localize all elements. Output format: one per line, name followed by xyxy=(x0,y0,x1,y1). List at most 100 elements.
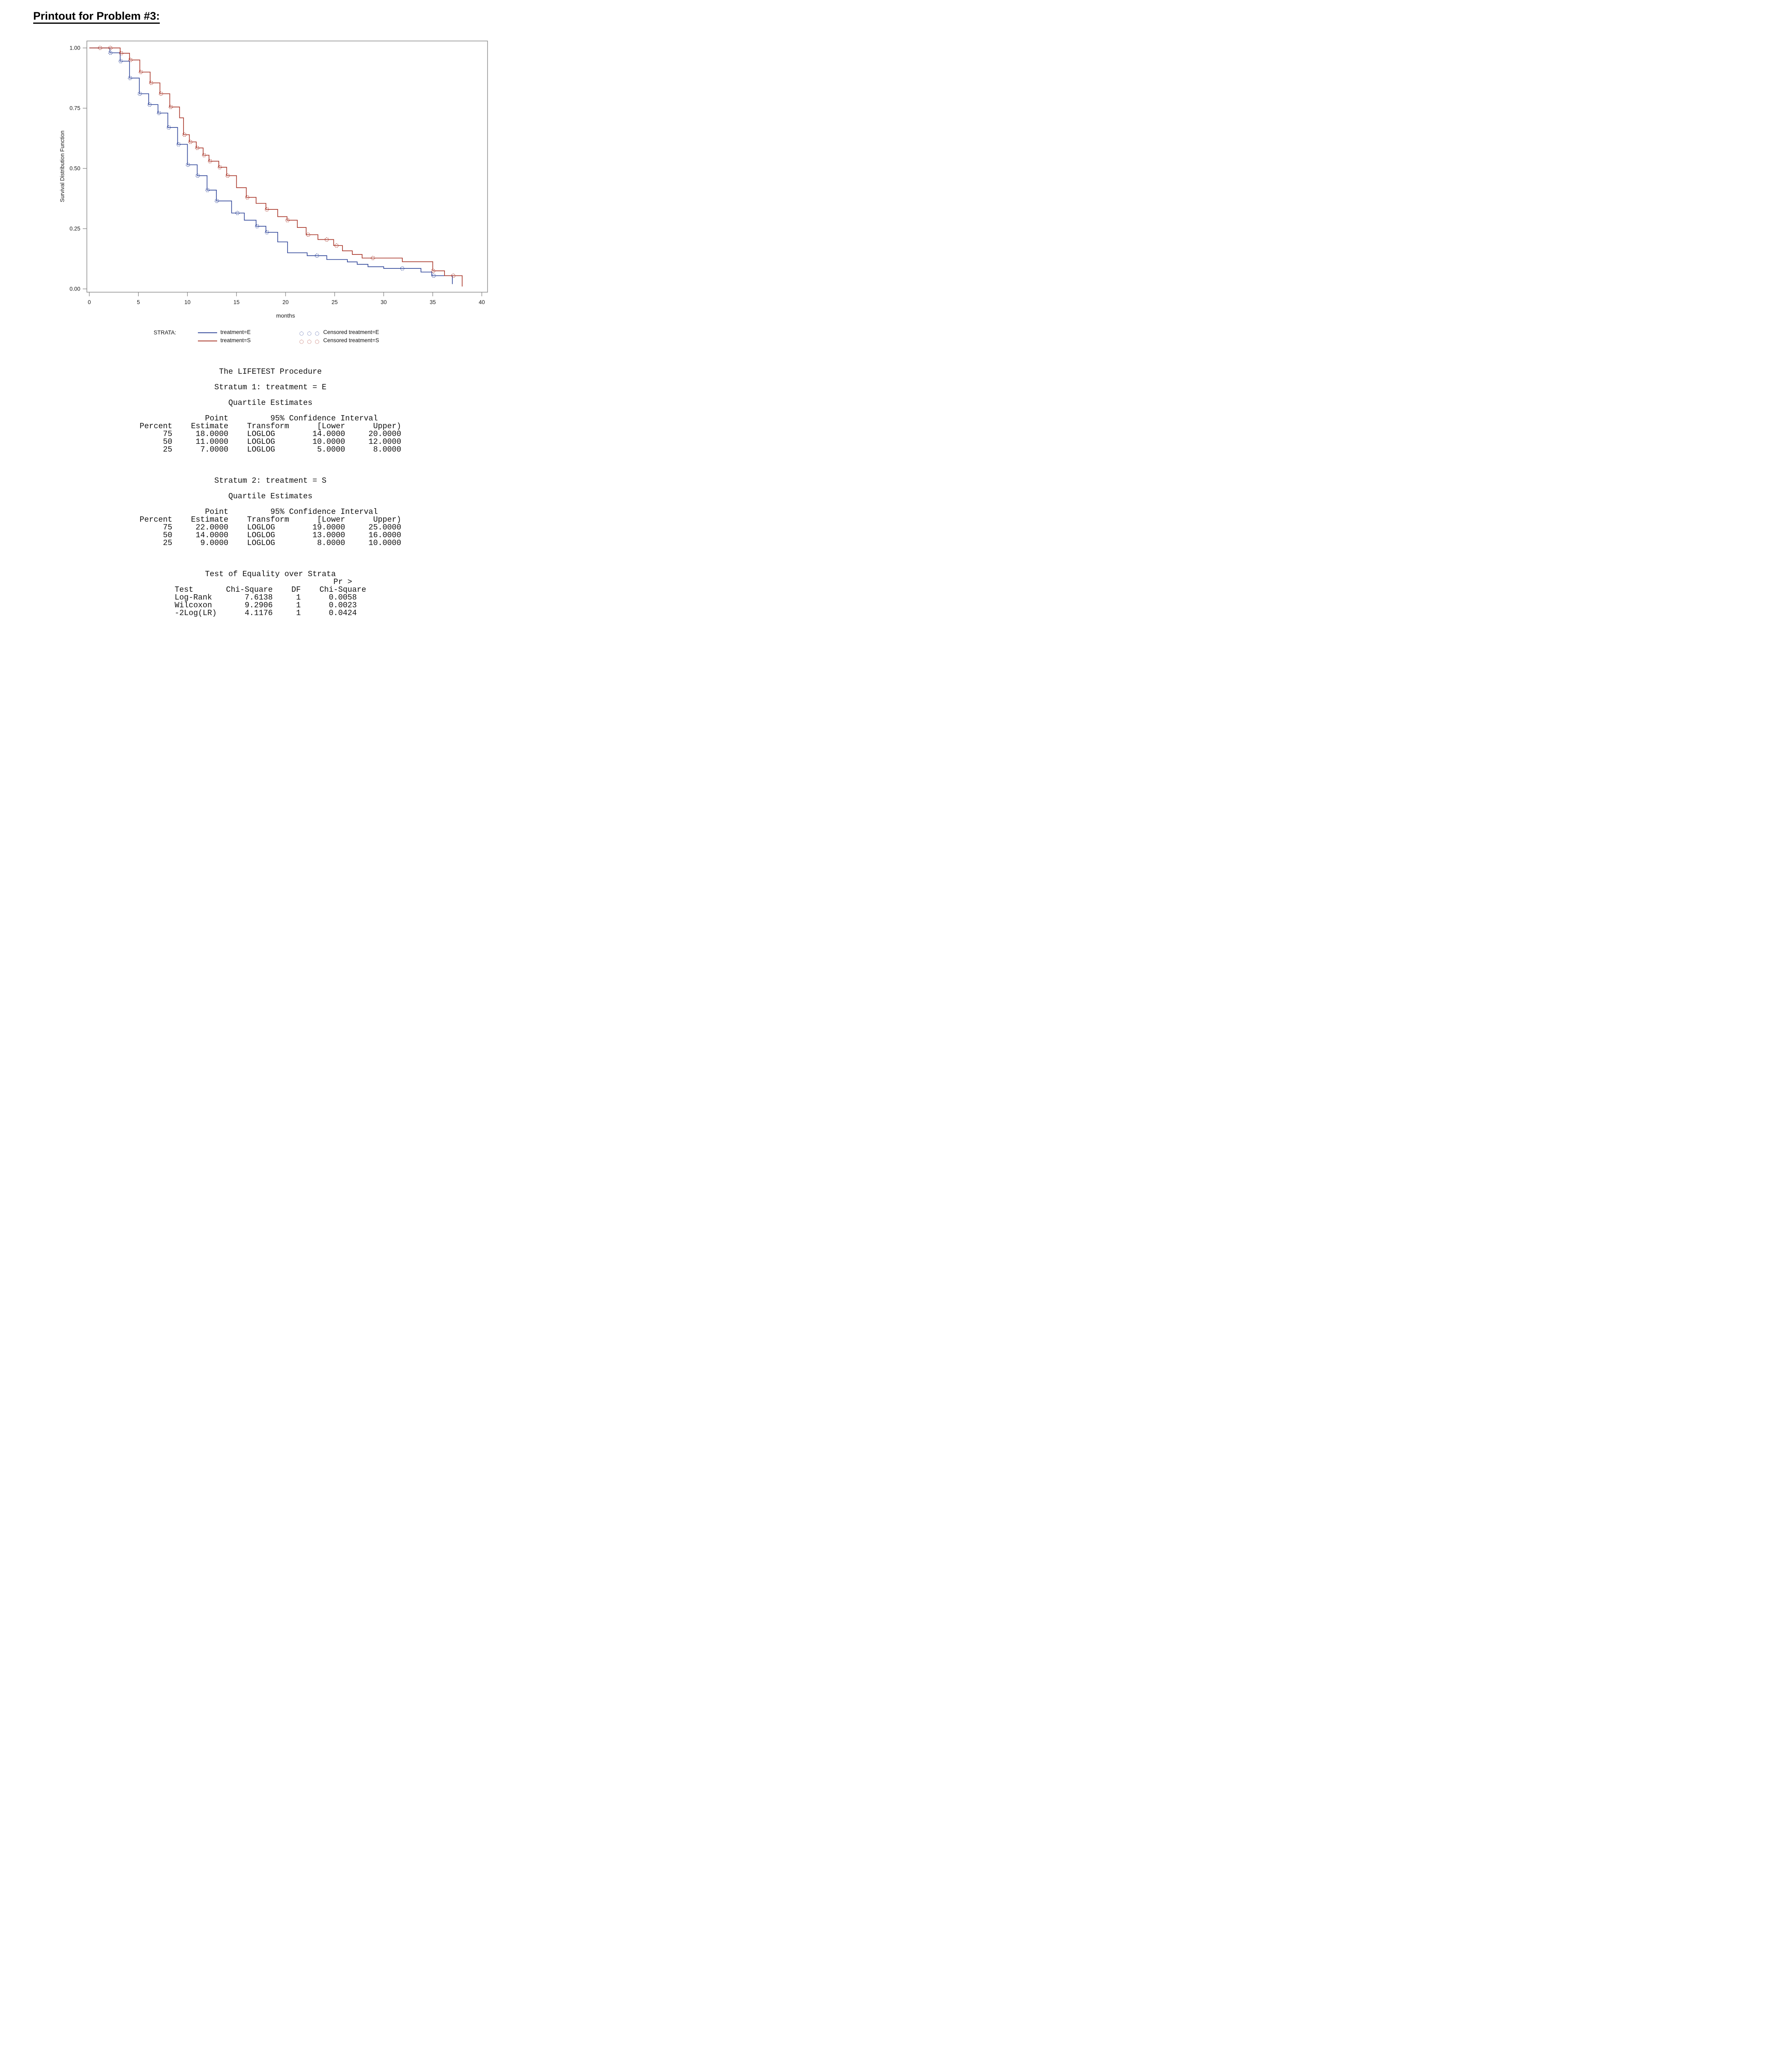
listing-title: Quartile Estimates xyxy=(0,493,541,500)
listing-table: Pr > Test Chi-Square DF Chi-Square Log-Ran… xyxy=(175,578,366,617)
censor-marker-E xyxy=(255,224,259,229)
page: Printout for Problem #3: 0 5 10 15 20 25 30 35 4… xyxy=(0,0,541,643)
lifetest-listing: The LIFETEST Procedure Stratum 1: treatme… xyxy=(0,368,541,617)
listing-table: Point 95% Confidence Interval Percent Est… xyxy=(140,415,401,454)
legend-label-censored-E: Censored treatment=E xyxy=(323,329,379,335)
listing-table-row: 75 22.0000 LOGLOG 19.0000 25.0000 xyxy=(139,523,401,532)
censor-marker-E xyxy=(235,211,240,215)
censor-marker-S xyxy=(306,232,311,237)
censor-marker-E xyxy=(315,253,319,258)
listing-title: Stratum 2: treatment = S xyxy=(0,477,541,485)
censor-marker-E xyxy=(128,76,132,80)
listing-title: Stratum 1: treatment = E xyxy=(0,384,541,391)
listing-title-line: The LIFETEST Procedure xyxy=(219,367,322,376)
listing-table-row: Percent Estimate Transform [Lower Upper) xyxy=(139,422,401,431)
censor-marker-S xyxy=(159,91,163,96)
censor-marker-S xyxy=(195,145,200,150)
listing-gap xyxy=(0,547,541,570)
legend-strata-label: STRATA: xyxy=(154,329,177,336)
censor-marker-S xyxy=(451,273,456,278)
listing-title: Test of Equality over Strata xyxy=(0,570,541,578)
listing-table-row: Test Chi-Square DF Chi-Square xyxy=(175,585,366,594)
censor-marker-S xyxy=(128,58,133,62)
censor-marker-S xyxy=(431,268,436,273)
censor-marker-E xyxy=(176,142,181,147)
censor-marker-S xyxy=(168,105,173,109)
x-tick-label: 20 xyxy=(282,299,288,305)
y-tick-label: 0.75 xyxy=(70,105,80,111)
censor-marker-S xyxy=(334,243,339,248)
censor-marker-E xyxy=(195,173,200,178)
listing-title-line: Quartile Estimates xyxy=(228,398,313,407)
censor-marker-S xyxy=(138,70,143,74)
censor-marker-S xyxy=(202,153,206,157)
listing-table-row: 50 14.0000 LOGLOG 13.0000 16.0000 xyxy=(139,531,401,540)
censor-marker-S xyxy=(218,165,222,170)
censor-marker-S xyxy=(149,81,154,85)
censor-marker-E xyxy=(431,273,436,278)
listing-table-row: Wilcoxon 9.2906 1 0.0023 xyxy=(175,601,357,610)
legend-censored-markers-E xyxy=(299,331,323,337)
listing-title: The LIFETEST Procedure xyxy=(0,368,541,376)
y-tick-label: 1.00 xyxy=(70,45,80,51)
listing-table-row: Percent Estimate Transform [Lower Upper) xyxy=(139,515,401,524)
legend-line-swatch-E xyxy=(198,332,217,333)
legend-row-treatment-E: treatment=E Censored treatment=E xyxy=(0,329,541,337)
legend-label-treatment-E: treatment=E xyxy=(220,329,251,335)
listing-title-line: Quartile Estimates xyxy=(228,492,313,501)
x-tick-label: 0 xyxy=(88,299,91,305)
listing-table-row: 75 18.0000 LOGLOG 14.0000 20.0000 xyxy=(139,429,401,438)
listing-gap xyxy=(0,454,541,477)
censor-marker-S xyxy=(324,237,329,242)
censor-marker-E xyxy=(118,59,123,64)
x-tick-label: 10 xyxy=(184,299,191,305)
censor-marker-E xyxy=(400,266,405,271)
censor-marker-E xyxy=(215,199,219,203)
censor-marker-S xyxy=(208,159,212,164)
x-tick-label: 15 xyxy=(234,299,240,305)
listing-table-row: 25 7.0000 LOGLOG 5.0000 8.0000 xyxy=(139,445,401,454)
listing-title: Quartile Estimates xyxy=(0,399,541,407)
censor-marker-S xyxy=(182,132,187,137)
censor-marker-E xyxy=(138,91,142,96)
listing-title-line: Stratum 1: treatment = E xyxy=(214,383,327,392)
page-title: Printout for Problem #3: xyxy=(33,10,160,24)
censor-marker-E xyxy=(157,111,161,115)
legend-label-treatment-S: treatment=S xyxy=(220,337,251,343)
listing-table-row: 50 11.0000 LOGLOG 10.0000 12.0000 xyxy=(139,437,401,446)
listing-title-line: Stratum 2: treatment = S xyxy=(214,476,327,485)
legend-censored-markers-S xyxy=(299,339,323,345)
x-axis-label: months xyxy=(276,312,295,319)
censor-marker-S xyxy=(245,195,250,200)
listing-title-line: Test of Equality over Strata xyxy=(205,570,336,579)
censor-marker-E xyxy=(108,50,113,55)
listing-table-row: Point 95% Confidence Interval xyxy=(139,507,378,516)
censor-marker-S xyxy=(108,45,113,50)
censor-marker-S xyxy=(225,173,230,178)
x-tick-label: 30 xyxy=(381,299,387,305)
censor-marker-E xyxy=(166,125,171,130)
survival-curve-E xyxy=(89,48,453,284)
censor-marker-S xyxy=(98,45,102,50)
listing-table: Point 95% Confidence Interval Percent Est… xyxy=(140,508,401,547)
listing-table-row: -2Log(LR) 4.1176 1 0.0424 xyxy=(175,609,357,618)
y-tick-label: 0.50 xyxy=(70,166,80,172)
censor-marker-S xyxy=(265,207,269,212)
listing-table-row: Point 95% Confidence Interval xyxy=(139,414,378,423)
y-tick-label: 0.25 xyxy=(70,226,80,232)
censor-marker-S xyxy=(119,51,123,55)
censor-marker-S xyxy=(371,256,375,260)
x-tick-label: 35 xyxy=(430,299,436,305)
listing-table-row: 25 9.0000 LOGLOG 8.0000 10.0000 xyxy=(139,538,401,547)
censor-marker-E xyxy=(147,102,152,107)
survival-plot: 0 5 10 15 20 25 30 35 40 0.00 0.25 0.50 0.75 1.00 xyxy=(70,41,488,305)
y-axis-label: Survival Distribution Function xyxy=(59,130,66,202)
legend-label-censored-S: Censored treatment=S xyxy=(323,337,379,343)
censor-marker-E xyxy=(205,188,210,193)
censor-marker-S xyxy=(188,140,193,144)
x-tick-label: 5 xyxy=(137,299,140,305)
x-tick-label: 25 xyxy=(331,299,338,305)
censor-marker-E xyxy=(265,230,269,234)
censor-marker-S xyxy=(285,218,290,223)
legend-row-treatment-S: treatment=S Censored treatment=S xyxy=(0,337,541,345)
